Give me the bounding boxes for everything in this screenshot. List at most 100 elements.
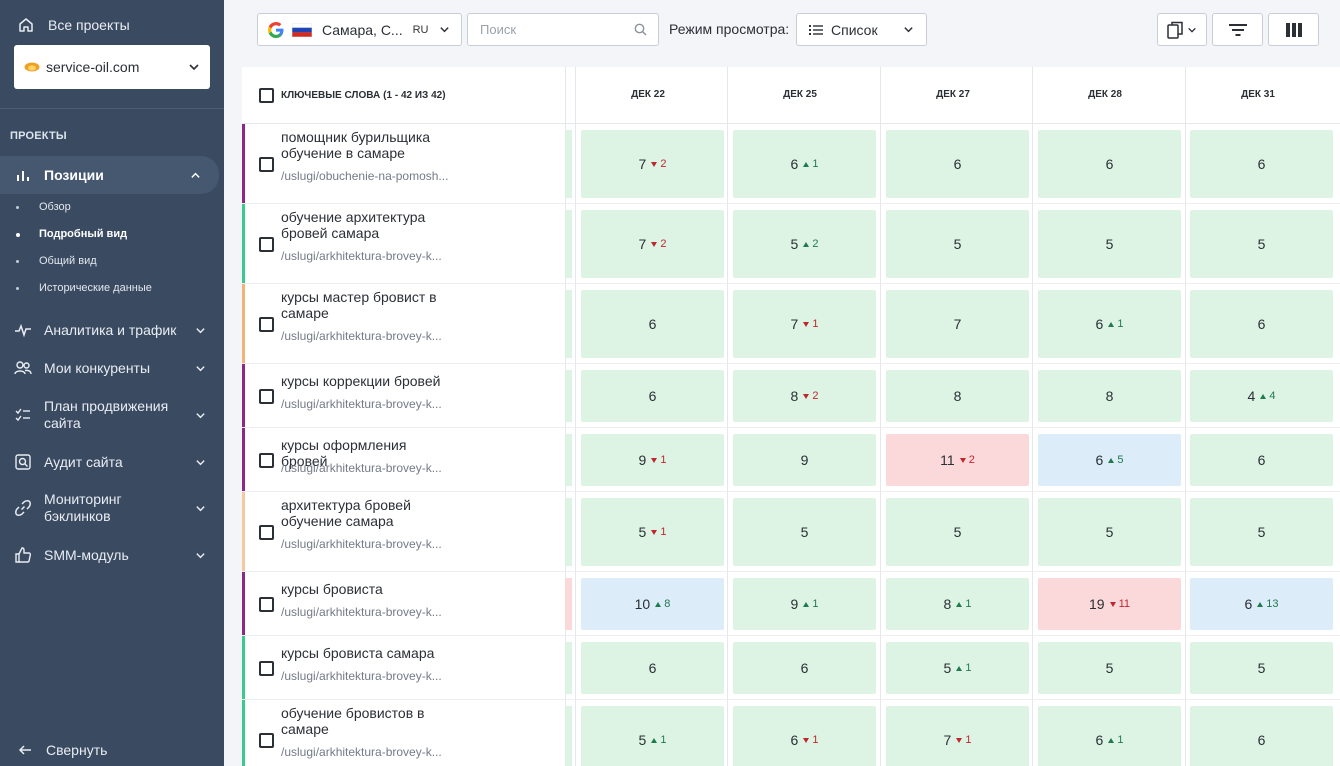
keyword-text[interactable]: курсы бровиста самара (281, 645, 435, 661)
position-cell[interactable]: 6 (581, 370, 724, 422)
keyword-url[interactable]: /uslugi/arkhitektura-brovey-k... (281, 605, 442, 619)
date-header[interactable]: ДЕК 22 (631, 89, 665, 100)
keyword-url[interactable]: /uslugi/arkhitektura-brovey-k... (281, 537, 442, 551)
position-cell[interactable]: 6 (1190, 290, 1333, 358)
position-cell[interactable]: 5 (886, 498, 1029, 566)
sidebar-item-backlinks[interactable]: Мониторинг бэклинков (0, 490, 224, 526)
copy-menu-button[interactable] (1157, 13, 1207, 46)
filter-button[interactable] (1212, 13, 1263, 46)
keyword-url[interactable]: /uslugi/arkhitektura-brovey-k... (281, 397, 442, 411)
table-row[interactable]: курсы мастер бровист в самаре/uslugi/ark… (242, 284, 1340, 364)
position-cell[interactable]: 8 (886, 370, 1029, 422)
project-select[interactable]: service-oil.com (14, 45, 210, 89)
sidebar-sub-detailed[interactable]: Подробный вид (0, 228, 224, 240)
position-cell[interactable]: 6 13 (1190, 578, 1333, 630)
keyword-text[interactable]: обучение архитектура бровей самара (281, 209, 426, 241)
position-cell[interactable]: 5 (1038, 642, 1181, 694)
keyword-text[interactable]: курсы бровиста (281, 581, 383, 597)
position-cell[interactable]: 10 8 (581, 578, 724, 630)
keyword-text[interactable]: курсы оформления бровей (281, 437, 407, 469)
select-all-checkbox[interactable] (259, 88, 274, 103)
table-row[interactable]: обучение бровистов в самаре/uslugi/arkhi… (242, 700, 1340, 766)
position-cell[interactable]: 6 (581, 290, 724, 358)
position-cell[interactable]: 5 (1190, 642, 1333, 694)
sidebar-item-analytics[interactable]: Аналитика и трафик (0, 320, 224, 340)
sidebar-sub-history[interactable]: Исторические данные (0, 282, 224, 294)
keyword-text[interactable]: архитектура бровей обучение самара (281, 497, 411, 529)
position-cell[interactable]: 6 (1190, 130, 1333, 198)
keyword-text[interactable]: обучение бровистов в самаре (281, 705, 425, 737)
table-row[interactable]: помощник бурильщика обучение в самаре/us… (242, 124, 1340, 204)
keyword-url[interactable]: /uslugi/arkhitektura-brovey-k... (281, 329, 442, 343)
sidebar-item-competitors[interactable]: Мои конкуренты (0, 358, 224, 378)
keyword-text[interactable]: помощник бурильщика обучение в самаре (281, 129, 431, 161)
date-header[interactable]: ДЕК 31 (1241, 89, 1275, 100)
table-row[interactable]: курсы бровиста/uslugi/arkhitektura-brove… (242, 572, 1340, 636)
sidebar-item-positions[interactable]: Позиции (0, 156, 219, 194)
keyword-url[interactable]: /uslugi/arkhitektura-brovey-k... (281, 249, 442, 263)
table-row[interactable]: обучение архитектура бровей самара/uslug… (242, 204, 1340, 284)
collapse-sidebar-button[interactable]: Свернуть (18, 742, 107, 758)
sidebar-sub-general[interactable]: Общий вид (0, 255, 224, 267)
position-cell[interactable]: 5 (733, 498, 876, 566)
row-checkbox[interactable] (259, 237, 274, 252)
position-cell[interactable]: 6 (581, 642, 724, 694)
columns-button[interactable] (1268, 13, 1319, 46)
all-projects-link[interactable]: Все проекты (18, 14, 130, 36)
row-checkbox[interactable] (259, 453, 274, 468)
position-cell[interactable]: 19 11 (1038, 578, 1181, 630)
row-checkbox[interactable] (259, 525, 274, 540)
position-cell[interactable]: 6 (1190, 706, 1333, 766)
row-checkbox[interactable] (259, 157, 274, 172)
position-cell[interactable]: 6 (1038, 130, 1181, 198)
sidebar-item-plan[interactable]: План продвижения сайта (0, 397, 224, 433)
sidebar-sub-overview[interactable]: Обзор (0, 201, 224, 213)
row-checkbox[interactable] (259, 317, 274, 332)
row-checkbox[interactable] (259, 661, 274, 676)
date-header[interactable]: ДЕК 25 (783, 89, 817, 100)
position-cell[interactable]: 9 (733, 434, 876, 486)
position-cell[interactable]: 6 (733, 642, 876, 694)
position-cell[interactable]: 6 (1190, 434, 1333, 486)
keyword-url[interactable]: /uslugi/obuchenie-na-pomosh... (281, 169, 449, 183)
keyword-url[interactable]: /uslugi/arkhitektura-brovey-k... (281, 745, 442, 759)
position-cell[interactable]: 5 (1190, 498, 1333, 566)
view-mode-select[interactable]: Список (796, 13, 927, 46)
row-checkbox[interactable] (259, 733, 274, 748)
keyword-url[interactable]: /uslugi/arkhitektura-brovey-k... (281, 669, 442, 683)
date-header[interactable]: ДЕК 28 (1088, 89, 1122, 100)
keyword-url[interactable]: /uslugi/arkhitektura-brovey-k... (281, 461, 442, 475)
region-select[interactable]: Самара, С... RU (257, 13, 462, 46)
position-cell[interactable]: 5 (1038, 498, 1181, 566)
position-cell[interactable]: 6 (886, 130, 1029, 198)
keyword-text[interactable]: курсы мастер бровист в самаре (281, 289, 437, 321)
table-row[interactable]: архитектура бровей обучение самара/uslug… (242, 492, 1340, 572)
row-checkbox[interactable] (259, 389, 274, 404)
sidebar-item-audit[interactable]: Аудит сайта (0, 452, 224, 472)
position-cell[interactable]: 11 2 (886, 434, 1029, 486)
position-cell[interactable]: 5 (1038, 210, 1181, 278)
date-header[interactable]: ДЕК 27 (936, 89, 970, 100)
table-row[interactable]: курсы бровиста самара/uslugi/arkhitektur… (242, 636, 1340, 700)
position-cell[interactable]: 8 (1038, 370, 1181, 422)
search-input[interactable] (467, 13, 659, 46)
table-row[interactable]: курсы оформления бровей/uslugi/arkhitekt… (242, 428, 1340, 492)
position-cell[interactable]: 5 (886, 210, 1029, 278)
table-row[interactable]: курсы коррекции бровей/uslugi/arkhitektu… (242, 364, 1340, 428)
